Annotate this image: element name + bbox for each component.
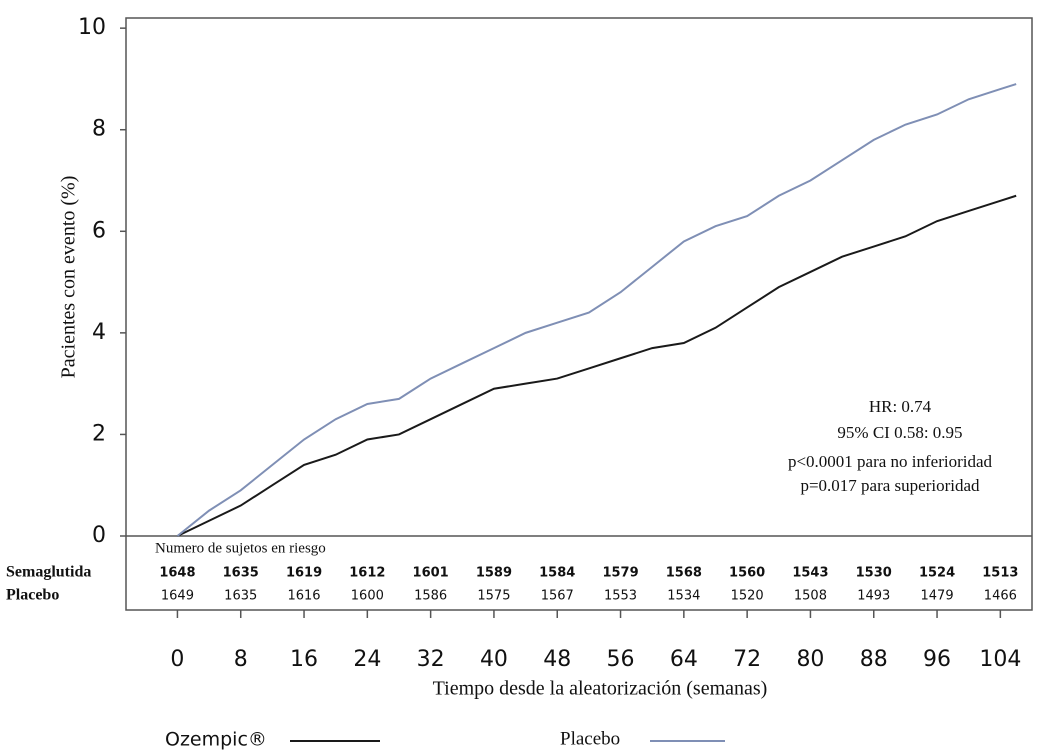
x-tick-label: 80 (796, 647, 824, 672)
risk-count: 1601 (413, 566, 449, 581)
y-tick-label: 2 (92, 421, 106, 446)
risk-count: 1600 (351, 589, 384, 604)
risk-row-label: Placebo (6, 587, 59, 604)
risk-count: 1479 (921, 589, 954, 604)
risk-count: 1466 (984, 589, 1017, 604)
risk-count: 1589 (476, 566, 512, 581)
risk-count: 1530 (856, 566, 892, 581)
risk-count: 1575 (477, 589, 510, 604)
risk-count: 1612 (349, 566, 385, 581)
annotation: p=0.017 para superioridad (800, 476, 980, 495)
risk-count: 1616 (287, 589, 320, 604)
risk-row-label: Semaglutida (6, 564, 91, 581)
risk-count: 1524 (919, 566, 955, 581)
risk-count: 1635 (224, 589, 257, 604)
y-tick-label: 4 (92, 320, 106, 345)
annotation: HR: 0.74 (869, 397, 932, 416)
x-tick-label: 104 (979, 647, 1021, 672)
x-tick-label: 56 (607, 647, 635, 672)
x-tick-label: 72 (733, 647, 761, 672)
risk-count: 1534 (667, 589, 700, 604)
risk-count: 1553 (604, 589, 637, 604)
risk-count: 1543 (792, 566, 828, 581)
y-tick-label: 0 (92, 523, 106, 548)
x-tick-label: 64 (670, 647, 698, 672)
risk-count: 1493 (857, 589, 890, 604)
risk-count: 1579 (602, 566, 638, 581)
x-tick-label: 8 (234, 647, 248, 672)
risk-count: 1513 (982, 566, 1018, 581)
legend-label: Ozempic® (165, 729, 267, 751)
risk-count: 1648 (159, 566, 195, 581)
risk-count: 1586 (414, 589, 447, 604)
plot-frame (125, 17, 1033, 611)
x-tick-label: 32 (417, 647, 445, 672)
risk-count: 1508 (794, 589, 827, 604)
y-tick-label: 6 (92, 218, 106, 243)
annotation: p<0.0001 para no inferioridad (788, 452, 993, 471)
x-tick-label: 48 (543, 647, 571, 672)
x-tick-label: 96 (923, 647, 951, 672)
y-tick-label: 10 (78, 15, 106, 40)
risk-count: 1568 (666, 566, 702, 581)
line-series (176, 83, 1017, 537)
legend-label: Placebo (560, 728, 620, 749)
x-tick-label: 16 (290, 647, 318, 672)
x-tick-label: 24 (353, 647, 381, 672)
line-series (176, 194, 1017, 537)
x-axis-label: Tiempo desde la aleatorización (semanas) (433, 678, 768, 700)
x-tick-label: 0 (170, 647, 184, 672)
y-axis-label: Pacientes con evento (%) (58, 176, 80, 379)
risk-table-title: Numero de sujetos en riesgo (155, 540, 326, 556)
risk-count: 1635 (223, 566, 259, 581)
risk-count: 1584 (539, 566, 575, 581)
x-tick-label: 40 (480, 647, 508, 672)
risk-count: 1619 (286, 566, 322, 581)
x-tick-label: 88 (860, 647, 888, 672)
risk-count: 1560 (729, 566, 765, 581)
y-tick-label: 8 (92, 117, 106, 142)
risk-count: 1649 (161, 589, 194, 604)
annotation: 95% CI 0.58: 0.95 (837, 423, 962, 442)
risk-count: 1520 (731, 589, 764, 604)
risk-count: 1567 (541, 589, 574, 604)
